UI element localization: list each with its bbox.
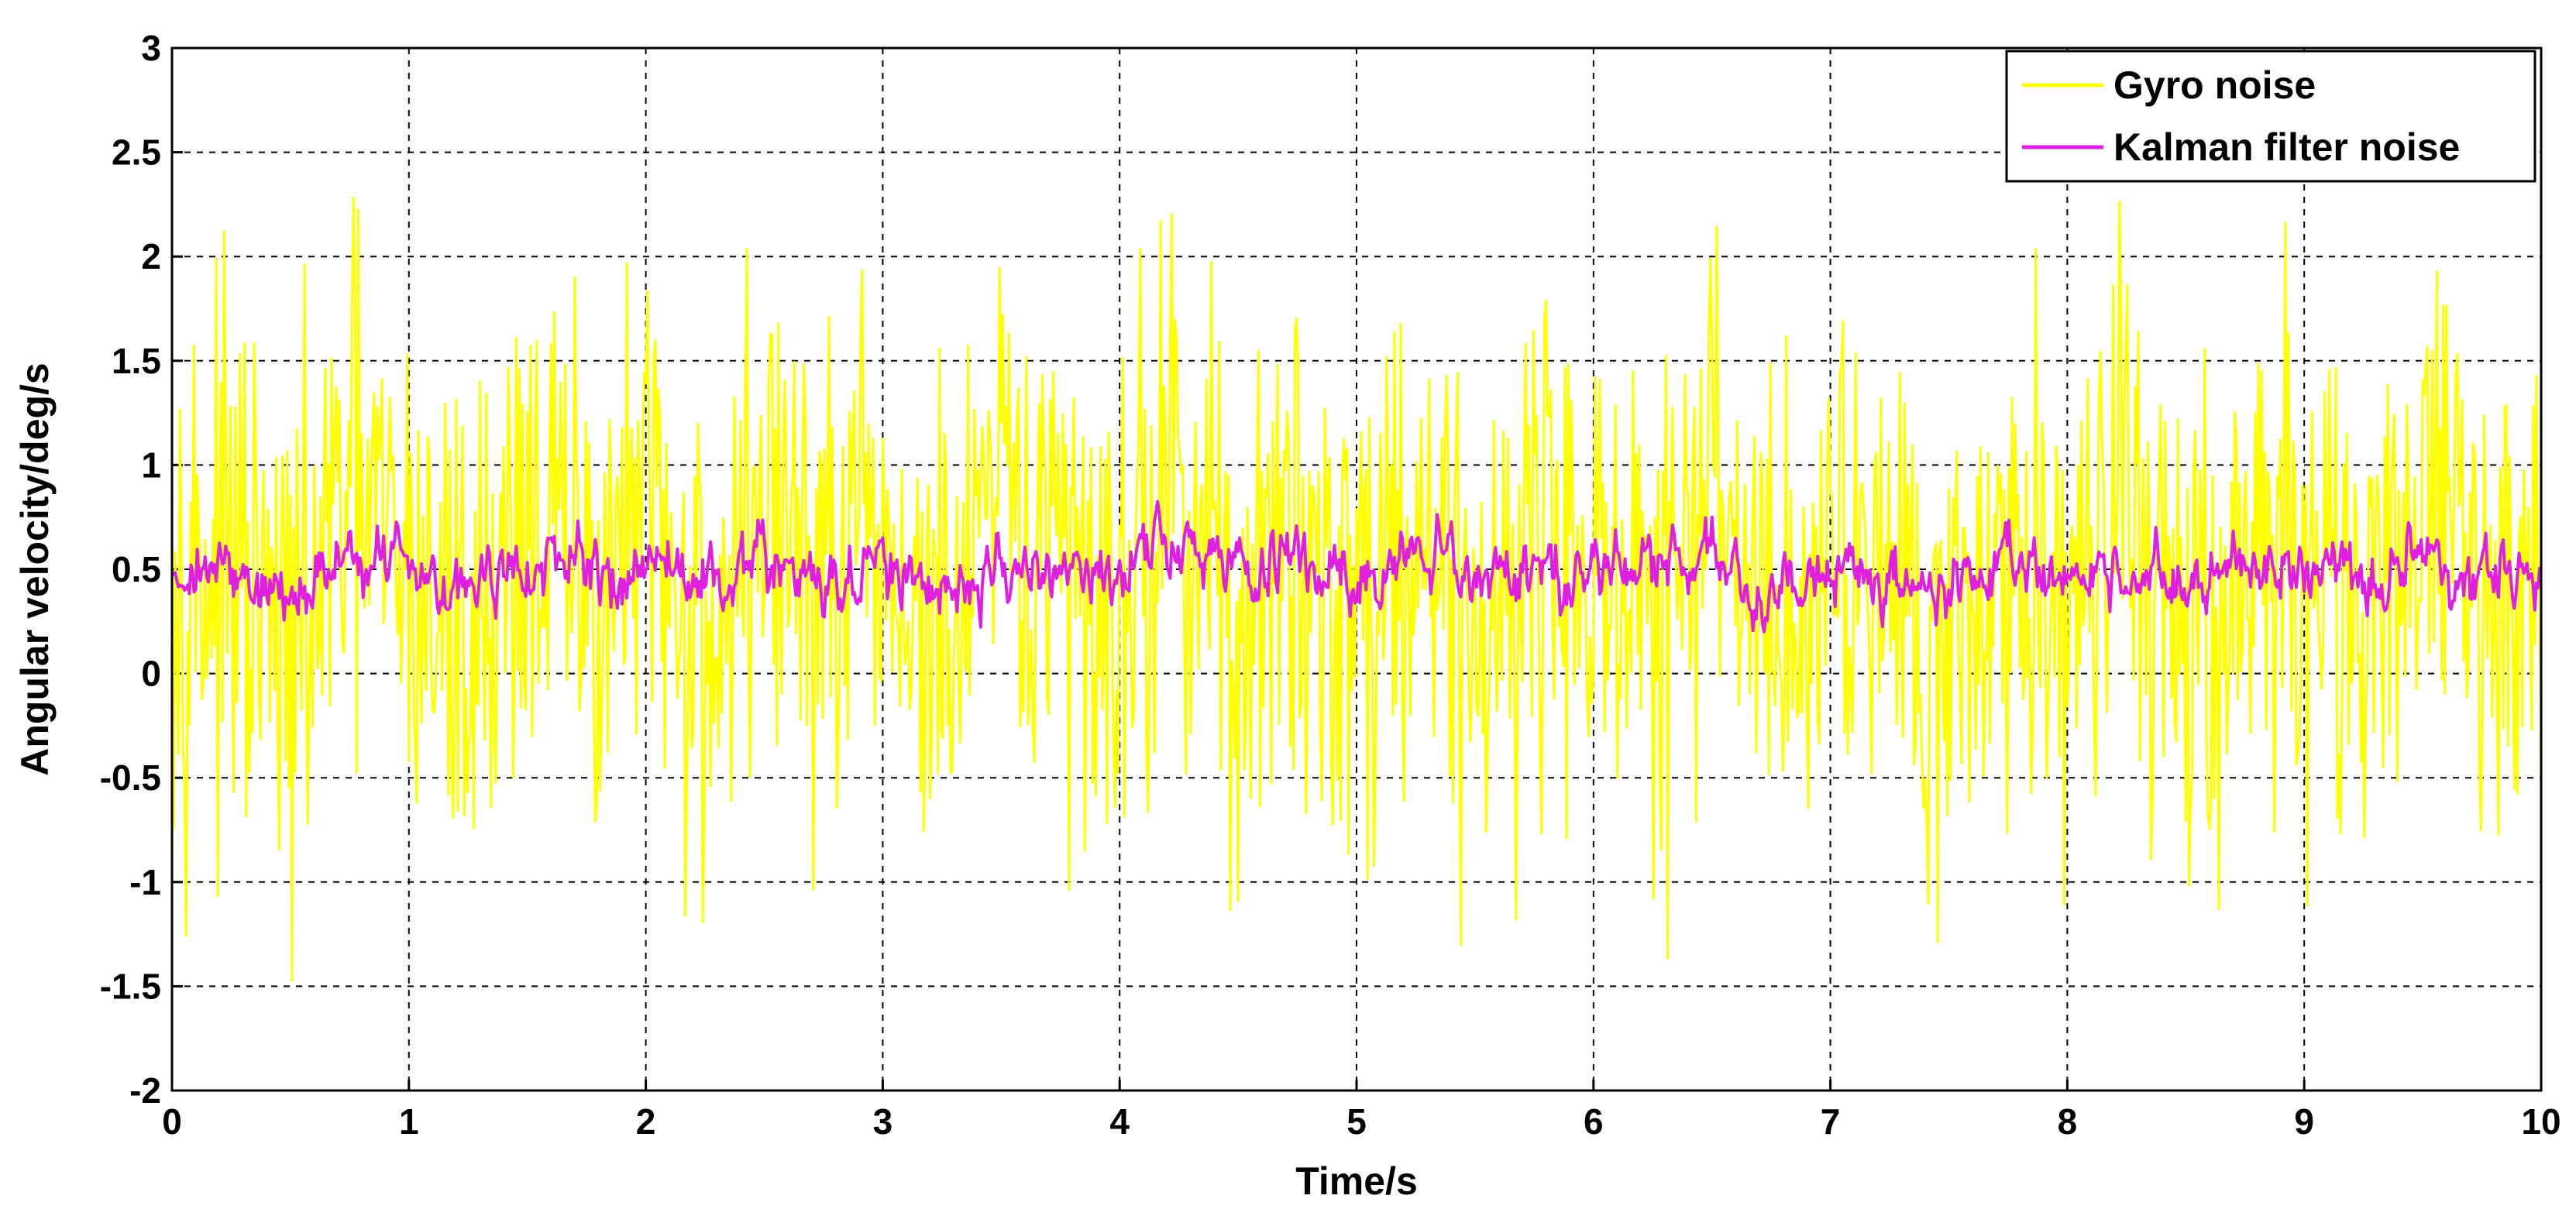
y-tick-label: 1 xyxy=(141,445,161,485)
y-tick-label: 3 xyxy=(141,28,161,68)
series-line-kalman-filter-noise xyxy=(170,500,2543,634)
y-tick-label: -1 xyxy=(129,862,161,902)
x-tick-label: 8 xyxy=(2058,1101,2078,1142)
legend-label-kalman-filter-noise: Kalman filter noise xyxy=(2113,125,2460,169)
y-tick-label: 1.5 xyxy=(112,341,161,381)
y-tick-label: 2.5 xyxy=(112,132,161,173)
y-tick-label: -1.5 xyxy=(100,966,161,1006)
series-layer xyxy=(170,197,2543,982)
x-tick-label: 10 xyxy=(2521,1101,2561,1142)
y-tick-label: -2 xyxy=(129,1070,161,1111)
legend-box xyxy=(2005,50,2536,183)
x-tick-label: 0 xyxy=(162,1101,182,1142)
x-tick-labels: 0 1 2 3 4 5 6 7 8 9 10 xyxy=(162,1101,2561,1142)
x-tick-label: 5 xyxy=(1346,1101,1367,1142)
legend-label-gyro-noise: Gyro noise xyxy=(2113,64,2316,107)
x-tick-label: 4 xyxy=(1109,1101,1130,1142)
x-tick-label: 7 xyxy=(1821,1101,1841,1142)
y-axis-title: Angular velocity/deg/s xyxy=(13,362,57,775)
legend: Gyro noise Kalman filter noise xyxy=(2005,50,2536,183)
x-tick-label: 1 xyxy=(399,1101,419,1142)
y-tick-label: 0 xyxy=(141,654,161,694)
x-axis-title: Time/s xyxy=(1295,1159,1418,1203)
series-line-gyro-noise xyxy=(170,197,2543,982)
y-tick-label: -0.5 xyxy=(100,757,161,798)
x-tick-label: 6 xyxy=(1584,1101,1604,1142)
x-tick-label: 9 xyxy=(2294,1101,2314,1142)
y-tick-label: 0.5 xyxy=(112,549,161,589)
x-tick-label: 3 xyxy=(873,1101,893,1142)
x-tick-label: 2 xyxy=(636,1101,656,1142)
y-tick-label: 2 xyxy=(141,236,161,277)
plot-frame xyxy=(170,46,2543,1092)
y-tick-labels: -2 -1.5 -1 -0.5 0 0.5 1 1.5 2 2.5 3 xyxy=(100,28,161,1111)
